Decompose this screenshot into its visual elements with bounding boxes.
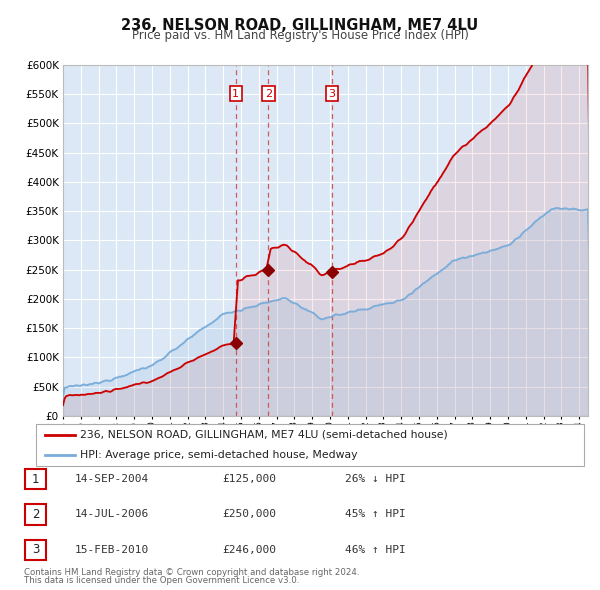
Text: HPI: Average price, semi-detached house, Medway: HPI: Average price, semi-detached house,… bbox=[80, 450, 358, 460]
Text: Price paid vs. HM Land Registry's House Price Index (HPI): Price paid vs. HM Land Registry's House … bbox=[131, 30, 469, 42]
Text: 45% ↑ HPI: 45% ↑ HPI bbox=[345, 510, 406, 519]
Text: 236, NELSON ROAD, GILLINGHAM, ME7 4LU (semi-detached house): 236, NELSON ROAD, GILLINGHAM, ME7 4LU (s… bbox=[80, 430, 448, 440]
Text: 236, NELSON ROAD, GILLINGHAM, ME7 4LU: 236, NELSON ROAD, GILLINGHAM, ME7 4LU bbox=[121, 18, 479, 32]
Text: 3: 3 bbox=[329, 88, 335, 99]
Text: £125,000: £125,000 bbox=[222, 474, 276, 484]
Text: 15-FEB-2010: 15-FEB-2010 bbox=[75, 545, 149, 555]
Text: 14-SEP-2004: 14-SEP-2004 bbox=[75, 474, 149, 484]
Text: 2: 2 bbox=[265, 88, 272, 99]
Text: £250,000: £250,000 bbox=[222, 510, 276, 519]
Text: 14-JUL-2006: 14-JUL-2006 bbox=[75, 510, 149, 519]
Text: 1: 1 bbox=[232, 88, 239, 99]
Text: Contains HM Land Registry data © Crown copyright and database right 2024.: Contains HM Land Registry data © Crown c… bbox=[24, 568, 359, 577]
Text: This data is licensed under the Open Government Licence v3.0.: This data is licensed under the Open Gov… bbox=[24, 576, 299, 585]
Text: 26% ↓ HPI: 26% ↓ HPI bbox=[345, 474, 406, 484]
Text: 3: 3 bbox=[32, 543, 39, 556]
FancyBboxPatch shape bbox=[25, 504, 46, 525]
Text: 1: 1 bbox=[32, 473, 39, 486]
FancyBboxPatch shape bbox=[36, 424, 584, 466]
Text: 46% ↑ HPI: 46% ↑ HPI bbox=[345, 545, 406, 555]
Text: 2: 2 bbox=[32, 508, 39, 521]
FancyBboxPatch shape bbox=[25, 540, 46, 560]
FancyBboxPatch shape bbox=[25, 469, 46, 489]
Text: £246,000: £246,000 bbox=[222, 545, 276, 555]
